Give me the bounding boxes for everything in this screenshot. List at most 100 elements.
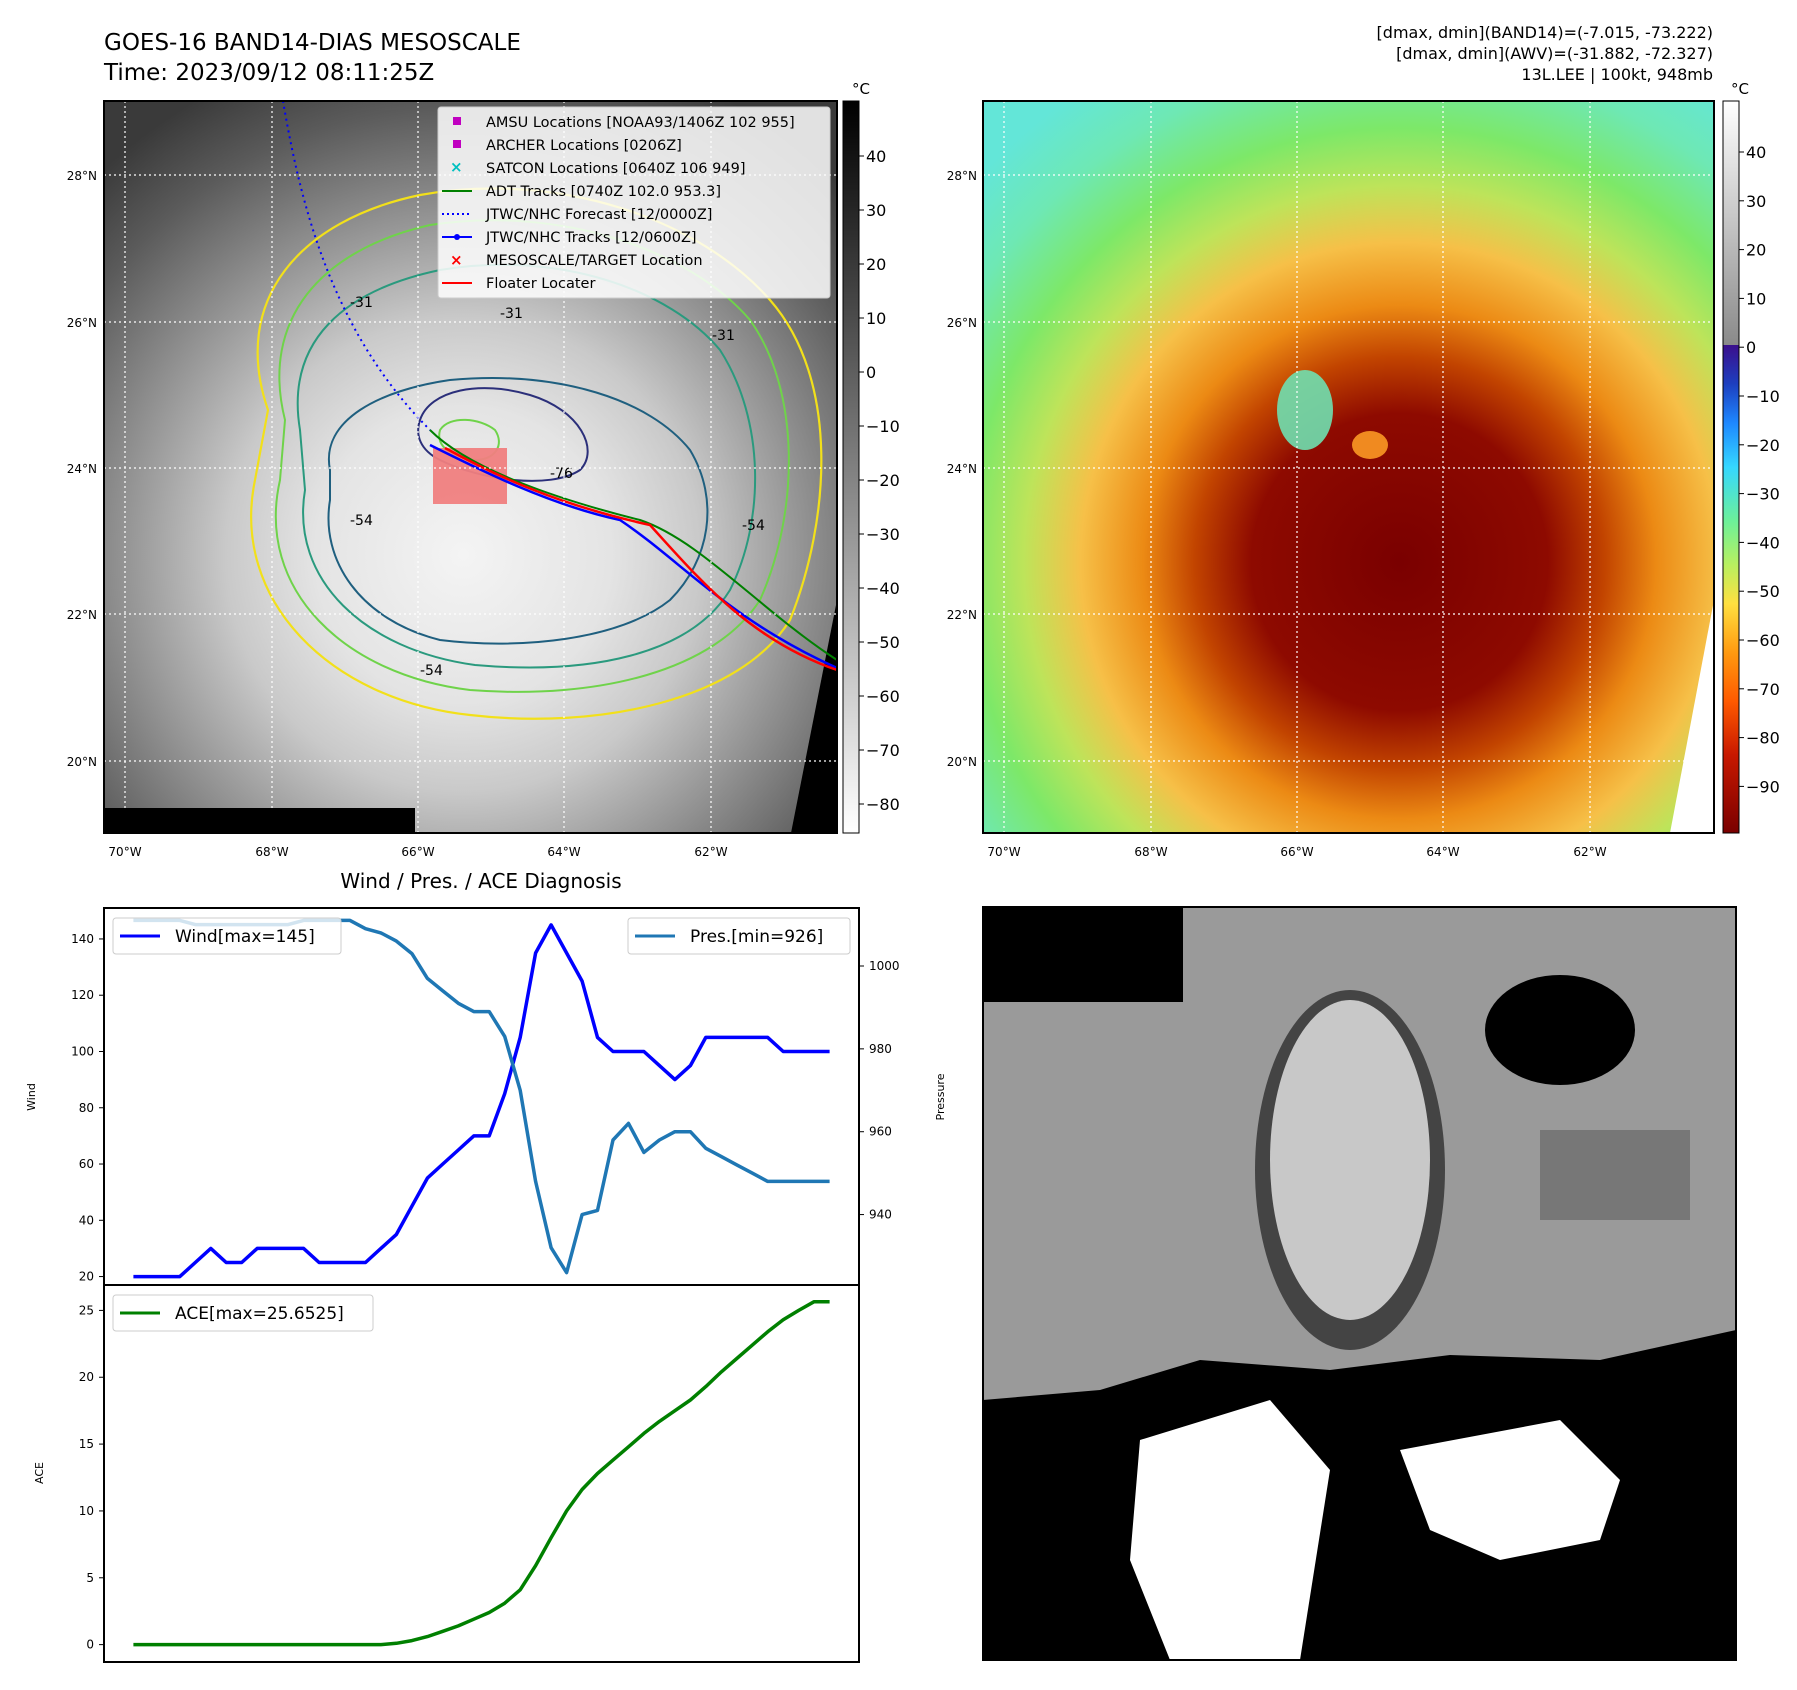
legend-label: Floater Locater <box>486 276 595 292</box>
y-tick-label: 60 <box>79 1157 94 1171</box>
ir-color-map-panel: 28°N 26°N 24°N 22°N 20°N 70°W 68°W 66°W … <box>947 100 1715 859</box>
eye-clear-area <box>1277 370 1333 450</box>
y2-axis-label: Pressure <box>934 1073 947 1120</box>
lon-label: 70°W <box>108 845 141 859</box>
colorbar-unit: °C <box>1731 80 1749 98</box>
lat-label: 24°N <box>947 462 977 476</box>
lat-label: 22°N <box>947 608 977 622</box>
y-axis-label: Wind <box>25 1083 38 1111</box>
legend-box <box>112 1294 374 1332</box>
lon-label: 62°W <box>1573 845 1606 859</box>
lat-label: 24°N <box>67 462 97 476</box>
time-label: Time: 2023/09/12 08:11:25Z <box>103 60 434 86</box>
lat-label: 28°N <box>947 169 977 183</box>
colorbar-tick-label: −30 <box>866 525 900 544</box>
wmg-panel: WMG Count: 0 <box>982 906 1737 1661</box>
y2-tick-label: 960 <box>869 1125 892 1139</box>
colorbar-tick-label: −50 <box>1746 582 1780 601</box>
colorbar-tick-label: 30 <box>866 201 886 220</box>
archer-marker-icon <box>453 140 461 148</box>
pressure-legend: Pres.[min=926] <box>627 917 851 955</box>
contour-label: -54 <box>350 513 373 529</box>
jtwc-dot-icon <box>454 234 460 240</box>
legend-label: JTWC/NHC Tracks [12/0600Z] <box>485 230 697 246</box>
y-tick-label: 15 <box>79 1437 94 1451</box>
legend-label: MESOSCALE/TARGET Location <box>486 253 703 269</box>
legend-label: AMSU Locations [NOAA93/1406Z 102 955] <box>486 115 795 131</box>
contour-teal <box>296 263 757 669</box>
amsu-marker-icon <box>453 117 461 125</box>
contour-label: -31 <box>500 306 523 322</box>
y2-tick-label: 940 <box>869 1208 892 1222</box>
colorbar-tick-label: −70 <box>866 741 900 760</box>
colorbar-tick-label: 40 <box>866 147 886 166</box>
colorbar-tick-label: −90 <box>1746 777 1780 796</box>
ir-map-panel: -31 -31 -31 -54 -54 -54 -76 <box>67 100 838 859</box>
colorbar-tick-label: 0 <box>866 363 876 382</box>
copyright-bg <box>104 808 415 833</box>
wind-legend: Wind[max=145] <box>112 917 342 955</box>
series-line-0 <box>133 923 830 1279</box>
lon-label: 68°W <box>1134 845 1167 859</box>
contour-label: -54 <box>742 518 765 534</box>
wmg-label-bg <box>994 918 1174 952</box>
colorbar-tick-label: −10 <box>866 417 900 436</box>
legend-box <box>627 917 851 955</box>
lat-label: 20°N <box>67 755 97 769</box>
forecast-track <box>282 101 431 431</box>
wmg-frame <box>982 906 1737 1661</box>
wind-pressure-chart: 20 40 60 80 100 120 140 940 960 980 1000 Wind Pres… <box>25 907 947 1286</box>
colorbar-tick-label: −20 <box>1746 436 1780 455</box>
colorbar-tick-label: 20 <box>866 255 886 274</box>
y-tick-label: 0 <box>86 1638 94 1652</box>
lon-label: 66°W <box>401 845 434 859</box>
y-tick-label: 25 <box>79 1303 94 1317</box>
map-frame <box>982 100 1715 834</box>
wmg-count-label: WMG Count: 0 <box>1002 925 1155 947</box>
contour-blue-teal <box>327 377 709 645</box>
stats-awv: [dmax, dmin](AWV)=(-31.882, -72.327) <box>1396 44 1713 63</box>
lon-label: 64°W <box>547 845 580 859</box>
jtwc-track <box>429 443 837 670</box>
colorbar-color-ramp-bottom <box>1723 345 1739 833</box>
lat-label: 26°N <box>67 316 97 330</box>
legend-label: ARCHER Locations [0206Z] <box>486 138 682 154</box>
colorbar-tick-label: 10 <box>1746 289 1766 308</box>
lon-label: 68°W <box>255 845 288 859</box>
y-tick-label: 5 <box>86 1571 94 1585</box>
contour-label: -31 <box>712 328 735 344</box>
legend-label: ADT Tracks [0740Z 102.0 953.3] <box>486 184 721 200</box>
no-data-wedge <box>1670 600 1714 833</box>
ace-legend: ACE[max=25.6525] <box>112 1294 374 1332</box>
map-gridlines <box>983 101 1714 833</box>
y-tick-label: 120 <box>71 988 94 1002</box>
ir-color-image <box>983 101 1714 833</box>
no-data-wedge <box>791 600 837 833</box>
chart-frame <box>103 907 860 1286</box>
colorbar-tick-label: 30 <box>1746 192 1766 211</box>
wmg-gray-patch <box>1540 1130 1690 1220</box>
stats-band14: [dmax, dmin](BAND14)=(-7.015, -73.222) <box>1377 23 1713 42</box>
colorbar-tick-label: 20 <box>1746 241 1766 260</box>
colorbar-color-ramp-top <box>1723 101 1739 345</box>
y-tick-label: 20 <box>79 1270 94 1284</box>
contour-label: -54 <box>420 663 443 679</box>
floater-track <box>444 446 837 672</box>
colorbar-tick-label: −60 <box>866 687 900 706</box>
wmg-white-region <box>1400 1420 1620 1560</box>
lon-label: 64°W <box>1426 845 1459 859</box>
legend-label: Pres.[min=926] <box>690 927 823 947</box>
ace-chart: 0 5 10 15 20 25 ACE ACE[max=25.6525] <box>33 1284 860 1663</box>
figure-title: GOES-16 BAND14-DIAS MESOSCALE <box>104 30 521 56</box>
colorbar-tick-label: −80 <box>866 795 900 814</box>
lon-label: 66°W <box>1280 845 1313 859</box>
satcon-marker-icon: × <box>450 158 463 176</box>
colorbar-tick-label: −70 <box>1746 680 1780 699</box>
lat-label: 20°N <box>947 755 977 769</box>
eye-ring <box>1352 431 1388 459</box>
target-marker-icon: × <box>450 251 463 269</box>
y2-tick-label: 1000 <box>869 959 900 973</box>
legend-label: SATCON Locations [0640Z 106 949] <box>486 161 745 177</box>
contour-label: -31 <box>350 295 373 311</box>
